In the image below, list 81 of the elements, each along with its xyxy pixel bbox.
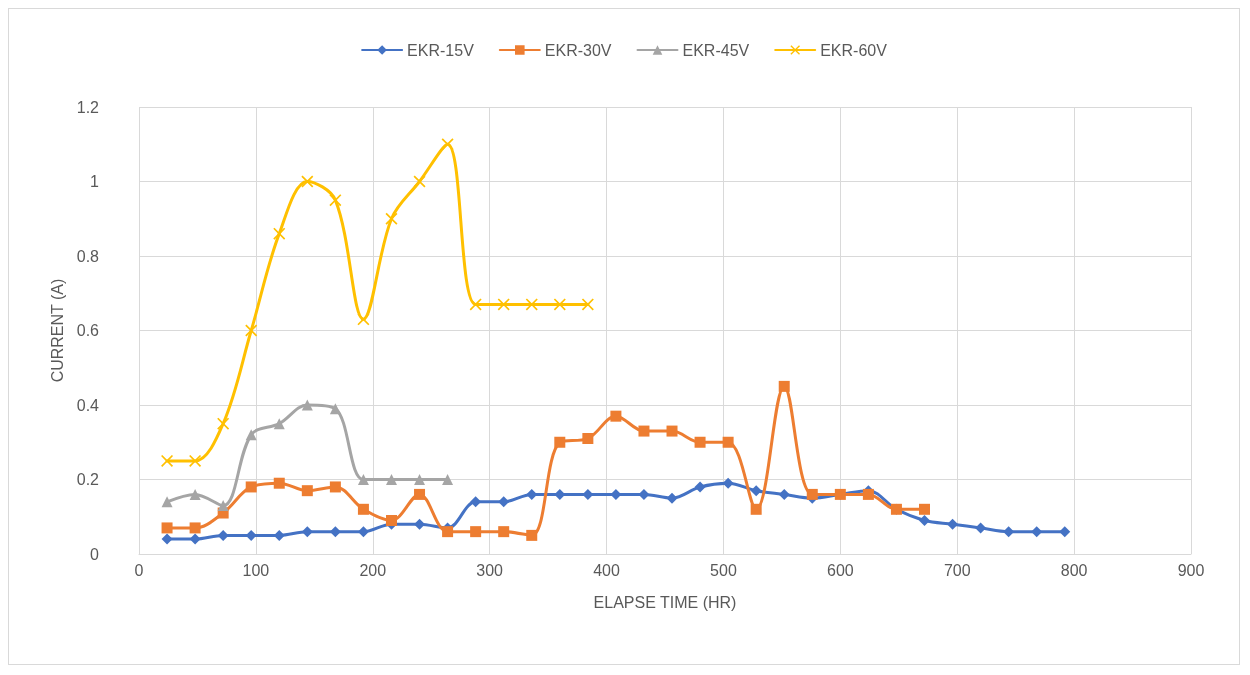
point xyxy=(357,313,370,326)
point xyxy=(1059,526,1071,538)
point xyxy=(441,138,454,151)
point xyxy=(301,175,314,188)
point xyxy=(301,526,313,538)
point xyxy=(161,454,174,467)
point xyxy=(498,496,510,508)
point xyxy=(610,410,622,422)
y-tick-label: 0 xyxy=(90,545,100,563)
legend-label: EKR-30V xyxy=(544,41,612,59)
point xyxy=(722,436,734,448)
point xyxy=(750,503,762,515)
x-axis-title: ELAPSE TIME (HR) xyxy=(593,593,737,611)
point xyxy=(526,529,538,541)
point xyxy=(638,425,650,437)
point xyxy=(161,522,173,534)
x-tick-label: 600 xyxy=(826,561,854,579)
y-tick-label: 1.2 xyxy=(76,98,100,116)
y-tick-label: 0.2 xyxy=(76,471,100,488)
point xyxy=(918,503,930,515)
point xyxy=(161,496,173,508)
y-tick-label: 0.4 xyxy=(76,396,100,414)
point xyxy=(918,514,930,526)
x-tick-label: 300 xyxy=(476,561,504,579)
point xyxy=(666,492,678,504)
x-tick-label: 100 xyxy=(242,561,270,579)
point xyxy=(189,533,201,545)
point xyxy=(497,298,510,311)
point xyxy=(217,500,229,512)
point xyxy=(975,522,987,534)
x-tick-label: 200 xyxy=(359,561,387,579)
point xyxy=(357,474,369,485)
point xyxy=(329,481,341,493)
point xyxy=(778,380,790,392)
point xyxy=(442,526,454,538)
x-tick-label: 700 xyxy=(943,561,971,579)
point xyxy=(469,298,482,311)
point xyxy=(385,474,397,485)
point xyxy=(442,474,454,485)
point xyxy=(525,298,538,311)
point xyxy=(273,477,285,489)
point xyxy=(694,481,706,493)
point xyxy=(385,514,397,526)
point xyxy=(582,433,594,445)
point xyxy=(666,425,678,437)
x-tick-label: 0 xyxy=(134,561,144,579)
x-tick-label: 500 xyxy=(710,561,737,579)
legend-label: EKR-60V xyxy=(820,41,888,59)
point xyxy=(273,227,286,240)
point xyxy=(189,488,201,500)
point xyxy=(273,418,285,430)
point xyxy=(329,403,341,415)
y-tick-label: 1 xyxy=(90,173,100,190)
x-tick-label: 900 xyxy=(1177,561,1205,579)
point xyxy=(245,481,257,493)
point xyxy=(694,436,706,448)
point xyxy=(414,488,426,500)
point xyxy=(413,175,426,188)
x-tick-label: 400 xyxy=(593,561,620,579)
point xyxy=(189,522,201,534)
point xyxy=(301,485,313,497)
point xyxy=(357,503,369,515)
point xyxy=(301,399,313,411)
x-tick-label: 800 xyxy=(1060,561,1088,579)
y-tick-label: 0.8 xyxy=(76,247,100,265)
point xyxy=(947,518,959,530)
legend-label: EKR-15V xyxy=(407,41,475,59)
point xyxy=(554,436,566,448)
point xyxy=(414,518,426,530)
point xyxy=(470,526,482,538)
point xyxy=(806,488,818,500)
point xyxy=(498,526,510,538)
point xyxy=(189,454,202,467)
point xyxy=(778,488,790,500)
y-tick-label: 0.6 xyxy=(76,322,100,339)
legend-label: EKR-45V xyxy=(682,41,750,59)
point xyxy=(161,533,173,545)
point xyxy=(414,474,426,485)
point xyxy=(750,485,762,497)
point xyxy=(245,429,257,441)
y-axis-title: CURRENT (A) xyxy=(49,278,67,383)
